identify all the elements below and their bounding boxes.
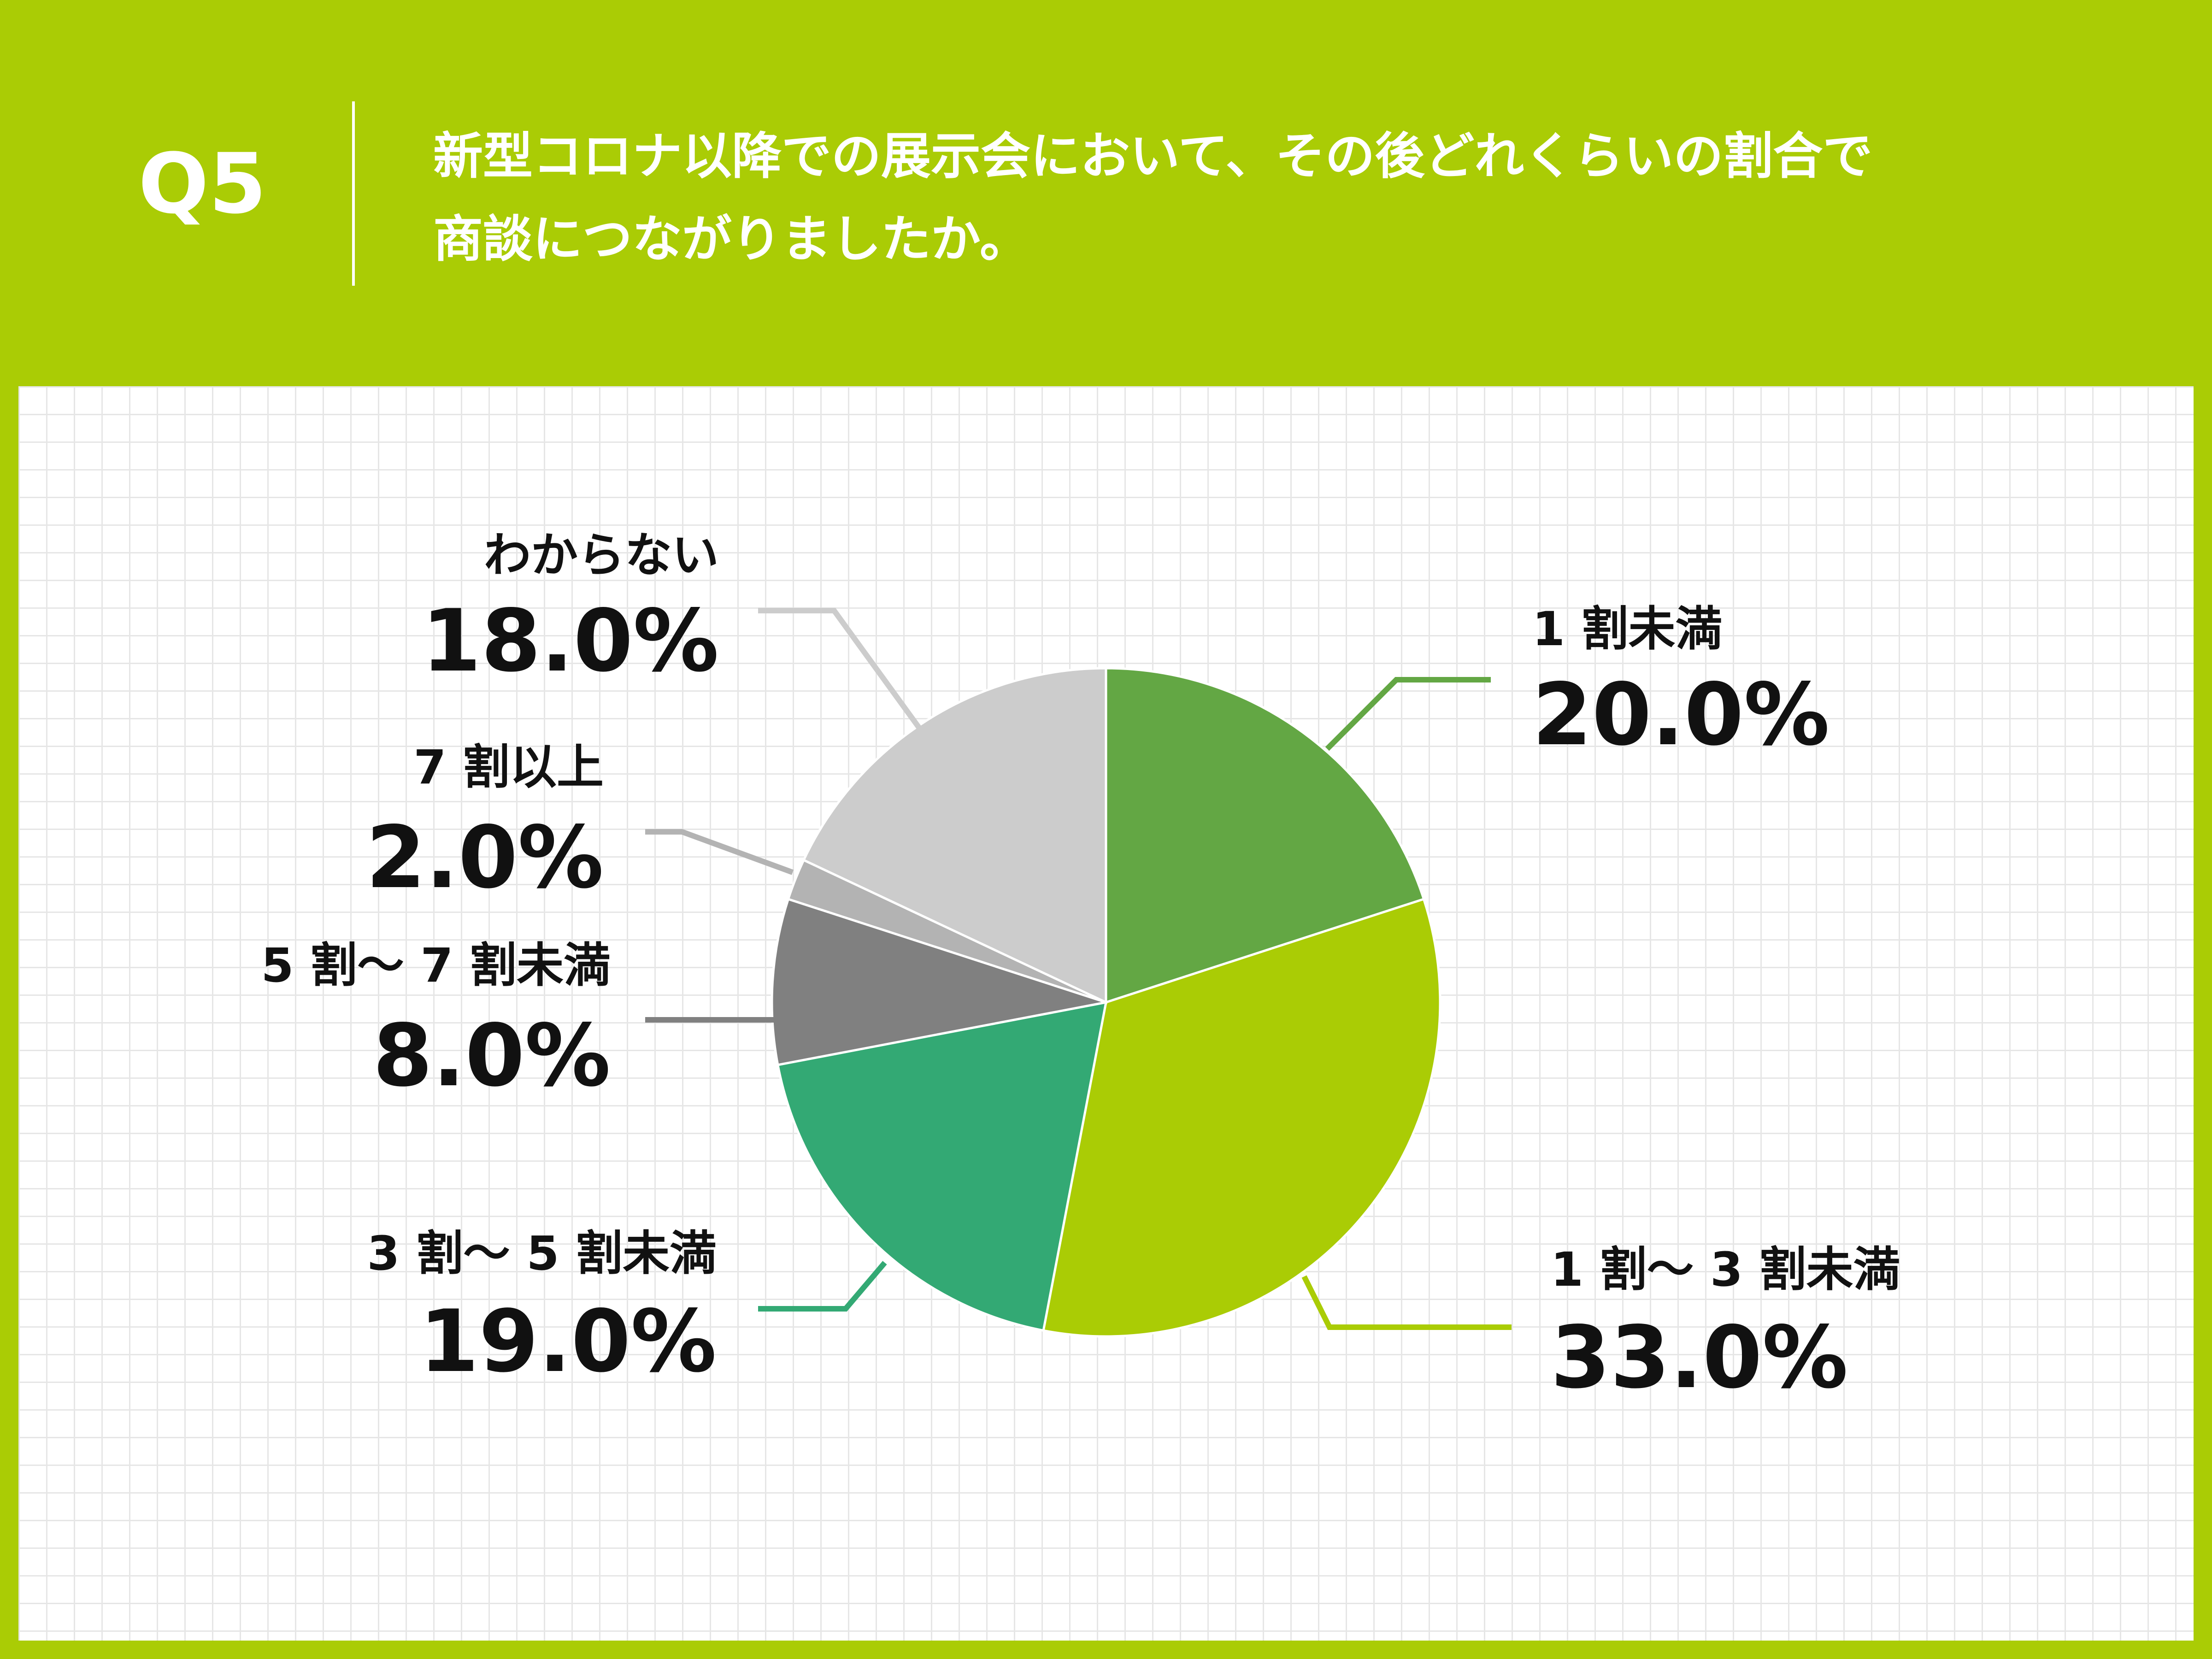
slice-category-label-10-30: 1 割～ 3 割未満 <box>1551 1242 1900 1297</box>
slice-category-label-70plus: 7 割以上 <box>414 740 604 795</box>
leader-line-30-50 <box>758 1261 887 1312</box>
question-line-1: 新型コロナ以降での展示会において、その後どれくらいの割合で <box>433 128 1873 185</box>
slice-category-label-50-70: 5 割～ 7 割未満 <box>261 938 611 993</box>
slice-category-label-lt10: 1 割未満 <box>1532 602 1722 657</box>
pie-slice-30-50 <box>776 1000 1108 1332</box>
pie-slice-unknown <box>802 667 1107 1004</box>
slice-value-label-lt10: 20.0% <box>1532 665 1830 765</box>
leader-line-lt10 <box>1325 677 1491 751</box>
leader-line-10-30 <box>1301 1275 1512 1330</box>
question-number: Q5 <box>138 136 267 232</box>
slice-labels: 1 割未満 20.0% 1 割～ 3 割未満 33.0% 3 割～ 5 割未満 19.0%… <box>261 528 1900 1407</box>
pie-slices <box>771 667 1441 1338</box>
slice-value-label-unknown: 18.0% <box>422 591 719 691</box>
slice-value-label-70plus: 2.0% <box>366 807 604 907</box>
pie-slice-10-30 <box>1042 897 1441 1338</box>
slice-category-label-30-50: 3 割～ 5 割未満 <box>367 1226 717 1281</box>
question-header: Q5 新型コロナ以降での展示会において、その後どれくらいの割合で 商談につながり… <box>0 0 2212 386</box>
header-divider <box>352 101 355 286</box>
leader-line-70plus <box>645 829 794 875</box>
pie-slice-50-70 <box>771 897 1106 1066</box>
slice-category-label-unknown: わからない <box>484 528 719 583</box>
slice-value-label-30-50: 19.0% <box>419 1291 717 1391</box>
slice-value-label-50-70: 8.0% <box>373 1006 611 1106</box>
question-line-2: 商談につながりましたか。 <box>433 211 1030 268</box>
slice-value-label-10-30: 33.0% <box>1551 1307 1848 1407</box>
question-text: 新型コロナ以降での展示会において、その後どれくらいの割合で 商談につながりました… <box>433 115 2046 281</box>
pie-slice-lt10 <box>1105 667 1425 1004</box>
leader-line-unknown <box>758 608 922 730</box>
leader-lines <box>645 608 1512 1330</box>
